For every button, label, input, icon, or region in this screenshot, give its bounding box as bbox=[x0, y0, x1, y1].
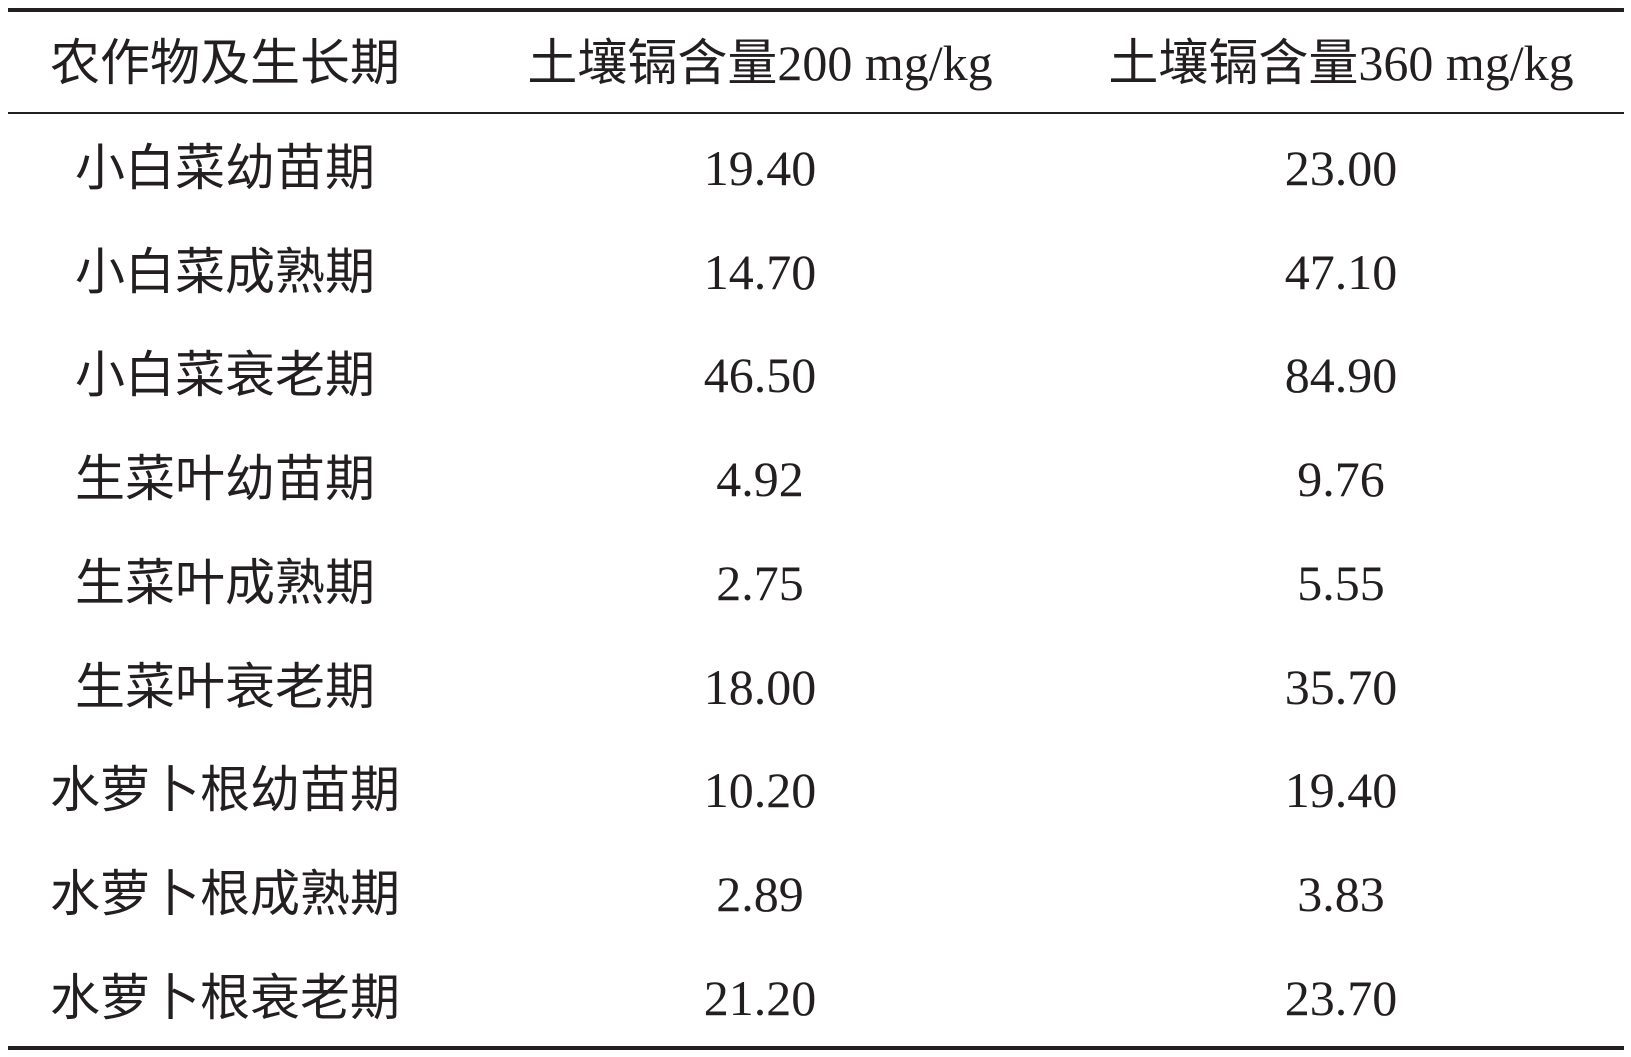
header-rule bbox=[8, 112, 1624, 114]
row-label: 生菜叶成熟期 bbox=[75, 554, 375, 611]
value-cell: 21.20 bbox=[703, 969, 817, 1026]
value-cell: 4.92 bbox=[716, 451, 804, 508]
header-cell: 土壤镉含量200 mg/kg bbox=[527, 35, 993, 91]
value-cell: 19.40 bbox=[703, 140, 817, 196]
value-cell: 3.83 bbox=[1297, 865, 1385, 922]
value-cell: 84.90 bbox=[1284, 347, 1398, 404]
row-label: 小白菜成熟期 bbox=[75, 243, 375, 300]
value-cell: 23.00 bbox=[1284, 140, 1398, 196]
row-label: 小白菜幼苗期 bbox=[75, 140, 375, 196]
value-cell: 46.50 bbox=[703, 347, 817, 404]
value-cell: 14.70 bbox=[703, 243, 817, 300]
value-cell: 35.70 bbox=[1284, 658, 1398, 715]
header-cell: 土壤镉含量360 mg/kg bbox=[1108, 35, 1574, 91]
value-cell: 47.10 bbox=[1284, 243, 1398, 300]
value-cell: 2.89 bbox=[716, 865, 804, 922]
row-label: 水萝卜根幼苗期 bbox=[50, 762, 400, 819]
value-cell: 18.00 bbox=[703, 658, 817, 715]
value-cell: 2.75 bbox=[716, 554, 804, 611]
row-label: 小白菜衰老期 bbox=[75, 347, 375, 404]
row-label: 生菜叶衰老期 bbox=[75, 658, 375, 715]
value-cell: 23.70 bbox=[1284, 969, 1398, 1026]
row-label: 生菜叶幼苗期 bbox=[75, 451, 375, 508]
header-cell: 农作物及生长期 bbox=[50, 35, 400, 91]
value-cell: 10.20 bbox=[703, 762, 817, 819]
row-label: 水萝卜根衰老期 bbox=[50, 969, 400, 1026]
value-cell: 5.55 bbox=[1297, 554, 1385, 611]
value-cell: 9.76 bbox=[1297, 451, 1385, 508]
top-rule bbox=[8, 8, 1624, 12]
row-label: 水萝卜根成熟期 bbox=[50, 865, 400, 922]
value-cell: 19.40 bbox=[1284, 762, 1398, 819]
bottom-rule bbox=[8, 1046, 1624, 1050]
